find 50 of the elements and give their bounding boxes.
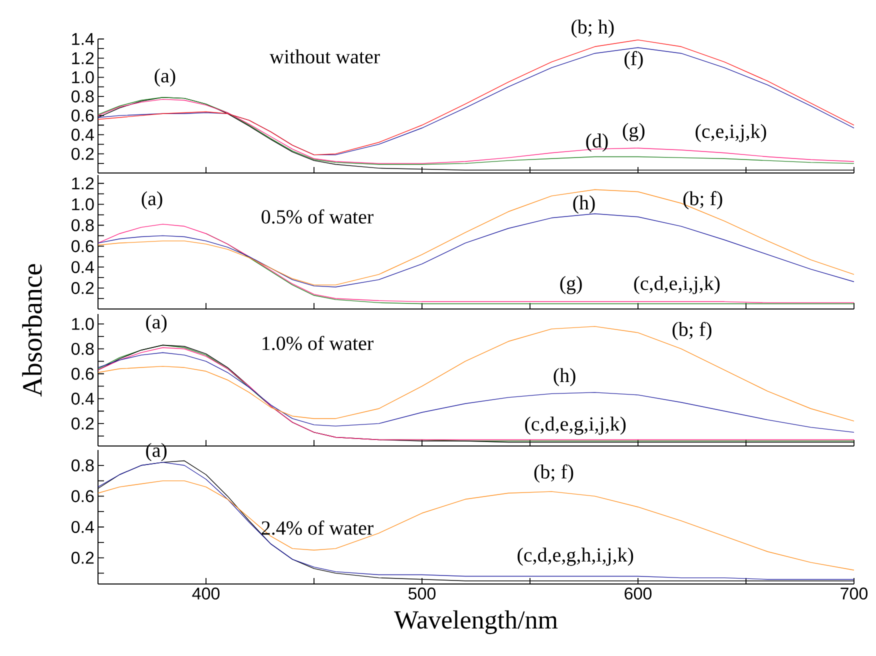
x-tick-label: 500 xyxy=(408,588,436,600)
annotation: (f) xyxy=(624,51,643,70)
chart-title: without water xyxy=(270,49,380,64)
y-tick-label: 0.4 xyxy=(72,392,94,405)
annotation: (c,e,i,j,k) xyxy=(696,124,766,142)
y-tick-label: 1.4 xyxy=(72,33,94,45)
y-tick-label: 0.2 xyxy=(72,552,94,564)
y-tick-label: 0.6 xyxy=(72,368,94,380)
y-tick-label: 0.6 xyxy=(72,240,94,252)
y-tick-label: 0.6 xyxy=(72,490,94,502)
annotation: (b; f) xyxy=(672,322,712,340)
y-tick-label: 1.2 xyxy=(72,177,94,190)
annotation: (h) xyxy=(573,195,595,214)
annotation: (c,d,e,i,j,k) xyxy=(634,276,720,294)
annotation: (c,d,e,g,h,i,j,k) xyxy=(518,548,634,566)
y-tick-label: 0.8 xyxy=(72,459,94,472)
text: 2.4% of water xyxy=(262,520,374,535)
y-tick-label: 0.8 xyxy=(72,90,94,102)
x-tick-label: 700 xyxy=(840,588,868,600)
y-tick-label: 1.2 xyxy=(72,52,94,64)
annotation: (g) xyxy=(622,122,644,142)
y-tick-label: 1.0 xyxy=(72,71,94,84)
y-tick-label: 0.2 xyxy=(72,148,94,160)
text: 1.0% of water xyxy=(262,336,374,350)
y-tick-label: 1.0 xyxy=(72,198,94,210)
y-axis-title: Absorbance xyxy=(22,264,42,397)
annotation: (a) xyxy=(142,191,162,210)
y-tick-label: 0.4 xyxy=(72,128,94,141)
annotation: (a) xyxy=(146,314,167,333)
y-tick-label: 0.2 xyxy=(72,418,94,430)
x-tick-label: 400 xyxy=(192,588,220,600)
y-tick-label: 0.2 xyxy=(72,282,94,294)
y-tick-label: 0.4 xyxy=(72,261,94,274)
y-tick-label: 1.0 xyxy=(72,318,94,330)
annotation: (g) xyxy=(560,276,582,294)
annotation: (b; f) xyxy=(534,464,574,483)
annotation: (d) xyxy=(586,134,608,152)
y-tick-label: 0.8 xyxy=(72,219,94,232)
y-tick-label: 0.6 xyxy=(72,110,94,122)
text: (b; h) xyxy=(572,20,614,38)
annotation: (c,d,e,g,i,j,k) xyxy=(525,416,626,435)
y-tick-label: 0.8 xyxy=(72,342,94,355)
y-tick-label: 0.4 xyxy=(72,520,94,534)
annotation: (a) xyxy=(146,442,167,462)
annotation: (a) xyxy=(154,68,176,87)
annotation: (b; f) xyxy=(683,191,722,210)
x-axis-title: Wavelength/nm xyxy=(394,610,558,634)
annotation: (h) xyxy=(554,368,576,386)
text: 0.5% of water xyxy=(262,209,374,224)
x-tick-label: 600 xyxy=(624,588,652,600)
